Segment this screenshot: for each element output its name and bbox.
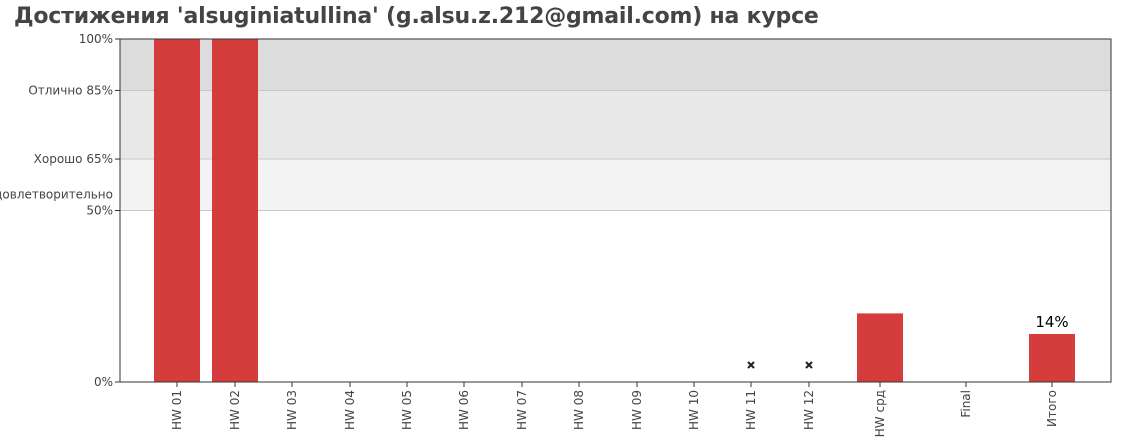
y-tick-label-3-0: Удовлетворительно: [0, 188, 113, 202]
grade-band-0: [120, 39, 1111, 91]
grade-band-3: [120, 210, 1111, 382]
y-tick-label-4: 0%: [94, 375, 113, 389]
data-label-Итого: 14%: [1035, 313, 1068, 331]
y-tick-label-1: Отлично 85%: [28, 83, 113, 97]
bar-hw-02: [212, 39, 258, 382]
x-tick-label-2: HW 03: [285, 390, 299, 430]
x-tick-label-4: HW 05: [400, 390, 414, 430]
y-tick-label-3-1: 50%: [86, 204, 113, 218]
y-tick-label-0: 100%: [79, 32, 113, 46]
x-tick-label-11: HW 12: [802, 390, 816, 430]
x-tick-label-12: HW срд: [873, 390, 887, 437]
grade-band-2: [120, 159, 1111, 211]
x-tick-label-14: Итого: [1045, 390, 1059, 427]
x-tick-label-9: HW 10: [687, 390, 701, 430]
x-tick-label-7: HW 08: [572, 390, 586, 430]
x-tick-label-6: HW 07: [515, 390, 529, 430]
x-tick-label-13: Final: [959, 390, 973, 418]
x-tick-label-5: HW 06: [457, 390, 471, 430]
x-tick-label-10: HW 11: [744, 390, 758, 430]
bar-итого: [1029, 333, 1075, 382]
page-title: Достижения 'alsuginiatullina' (g.alsu.z.…: [14, 4, 819, 29]
x-tick-label-3: HW 04: [343, 390, 357, 430]
bar-hw-срд: [857, 313, 903, 382]
bar-hw-01: [154, 39, 200, 382]
y-tick-label-2: Хорошо 65%: [34, 152, 113, 166]
missing-marker-hw-12: [805, 361, 813, 369]
x-tick-label-8: HW 09: [630, 390, 644, 430]
grade-band-1: [120, 90, 1111, 160]
x-tick-label-0: HW 01: [170, 390, 184, 430]
missing-marker-hw-11: [747, 361, 755, 369]
x-tick-label-1: HW 02: [228, 390, 242, 430]
